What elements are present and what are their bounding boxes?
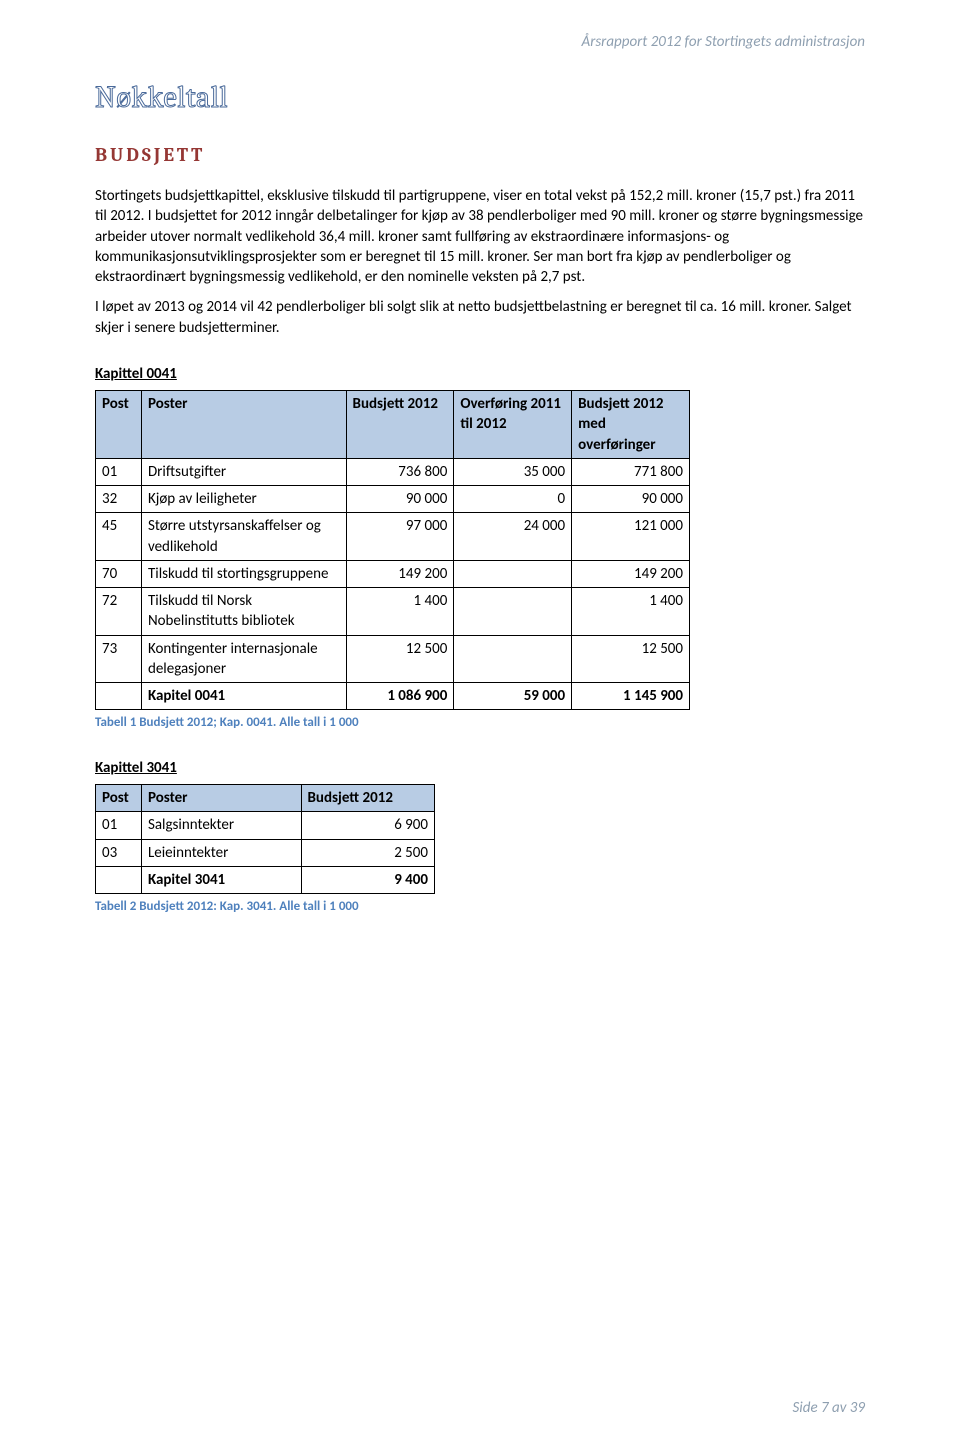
cell-budsjett: 12 500 bbox=[346, 635, 454, 683]
cell-poster: Kapitel 3041 bbox=[141, 866, 301, 893]
cell-poster: Større utstyrsanskaffelser og vedlikehol… bbox=[141, 513, 346, 561]
cell-overforing bbox=[454, 588, 572, 636]
cell-post: 72 bbox=[96, 588, 142, 636]
table2-col-poster: Poster bbox=[141, 785, 301, 812]
cell-post: 45 bbox=[96, 513, 142, 561]
table2-title: Kapittel 3041 bbox=[95, 758, 865, 778]
cell-med-overforinger: 90 000 bbox=[572, 486, 690, 513]
cell-overforing: 0 bbox=[454, 486, 572, 513]
cell-post bbox=[96, 866, 142, 893]
table1-col-poster: Poster bbox=[141, 391, 346, 459]
table1-col-budsjett: Budsjett 2012 bbox=[346, 391, 454, 459]
table1-total-row: Kapitel 0041 1 086 900 59 000 1 145 900 bbox=[96, 683, 690, 710]
cell-budsjett: 2 500 bbox=[301, 839, 435, 866]
table-row: 73 Kontingenter internasjonale delegasjo… bbox=[96, 635, 690, 683]
cell-budsjett: 6 900 bbox=[301, 812, 435, 839]
section-heading-budget: BUDSJETT bbox=[95, 143, 865, 169]
cell-med-overforinger: 121 000 bbox=[572, 513, 690, 561]
table-row: 70 Tilskudd til stortingsgruppene 149 20… bbox=[96, 560, 690, 587]
table-row: 03 Leieinntekter 2 500 bbox=[96, 839, 435, 866]
page-title: Nøkkeltall bbox=[95, 78, 865, 119]
cell-post: 70 bbox=[96, 560, 142, 587]
cell-overforing: 24 000 bbox=[454, 513, 572, 561]
cell-poster: Tilskudd til Norsk Nobelinstitutts bibli… bbox=[141, 588, 346, 636]
table-row: 01 Salgsinntekter 6 900 bbox=[96, 812, 435, 839]
cell-budsjett: 149 200 bbox=[346, 560, 454, 587]
table1-caption: Tabell 1 Budsjett 2012; Kap. 0041. Alle … bbox=[95, 714, 865, 732]
cell-poster: Salgsinntekter bbox=[141, 812, 301, 839]
cell-budsjett: 97 000 bbox=[346, 513, 454, 561]
cell-overforing bbox=[454, 560, 572, 587]
cell-med-overforinger: 771 800 bbox=[572, 458, 690, 485]
table2-col-post: Post bbox=[96, 785, 142, 812]
table2-col-budsjett: Budsjett 2012 bbox=[301, 785, 435, 812]
cell-med-overforinger: 1 145 900 bbox=[572, 683, 690, 710]
cell-poster: Kapitel 0041 bbox=[141, 683, 346, 710]
table2-caption: Tabell 2 Budsjett 2012: Kap. 3041. Alle … bbox=[95, 898, 865, 916]
table-row: 45 Større utstyrsanskaffelser og vedlike… bbox=[96, 513, 690, 561]
cell-poster: Leieinntekter bbox=[141, 839, 301, 866]
table-kapittel-3041: Post Poster Budsjett 2012 01 Salgsinntek… bbox=[95, 784, 435, 894]
table-row: 32 Kjøp av leiligheter 90 000 0 90 000 bbox=[96, 486, 690, 513]
table1-header-row: Post Poster Budsjett 2012 Overføring 201… bbox=[96, 391, 690, 459]
cell-poster: Kjøp av leiligheter bbox=[141, 486, 346, 513]
table1-col-med-overforinger: Budsjett 2012 med overføringer bbox=[572, 391, 690, 459]
cell-post bbox=[96, 683, 142, 710]
table1-col-post: Post bbox=[96, 391, 142, 459]
cell-post: 03 bbox=[96, 839, 142, 866]
cell-overforing: 59 000 bbox=[454, 683, 572, 710]
cell-budsjett: 90 000 bbox=[346, 486, 454, 513]
cell-budsjett: 9 400 bbox=[301, 866, 435, 893]
table1-title: Kapittel 0041 bbox=[95, 364, 865, 384]
cell-post: 01 bbox=[96, 812, 142, 839]
cell-post: 01 bbox=[96, 458, 142, 485]
cell-poster: Kontingenter internasjonale delegasjoner bbox=[141, 635, 346, 683]
cell-overforing bbox=[454, 635, 572, 683]
cell-budsjett: 1 086 900 bbox=[346, 683, 454, 710]
cell-budsjett: 736 800 bbox=[346, 458, 454, 485]
cell-budsjett: 1 400 bbox=[346, 588, 454, 636]
paragraph-2: I løpet av 2013 og 2014 vil 42 pendlerbo… bbox=[95, 297, 865, 338]
table2-total-row: Kapitel 3041 9 400 bbox=[96, 866, 435, 893]
cell-med-overforinger: 1 400 bbox=[572, 588, 690, 636]
cell-poster: Driftsutgifter bbox=[141, 458, 346, 485]
cell-post: 32 bbox=[96, 486, 142, 513]
table1-col-overforing: Overføring 2011 til 2012 bbox=[454, 391, 572, 459]
paragraph-1: Stortingets budsjettkapittel, eksklusive… bbox=[95, 186, 865, 287]
footer-page-number: Side 7 av 39 bbox=[793, 1398, 865, 1418]
header-report-title: Årsrapport 2012 for Stortingets administ… bbox=[582, 32, 865, 52]
table-row: 01 Driftsutgifter 736 800 35 000 771 800 bbox=[96, 458, 690, 485]
table-row: 72 Tilskudd til Norsk Nobelinstitutts bi… bbox=[96, 588, 690, 636]
cell-post: 73 bbox=[96, 635, 142, 683]
cell-overforing: 35 000 bbox=[454, 458, 572, 485]
table2-header-row: Post Poster Budsjett 2012 bbox=[96, 785, 435, 812]
cell-med-overforinger: 12 500 bbox=[572, 635, 690, 683]
cell-poster: Tilskudd til stortingsgruppene bbox=[141, 560, 346, 587]
cell-med-overforinger: 149 200 bbox=[572, 560, 690, 587]
table-kapittel-0041: Post Poster Budsjett 2012 Overføring 201… bbox=[95, 390, 690, 710]
